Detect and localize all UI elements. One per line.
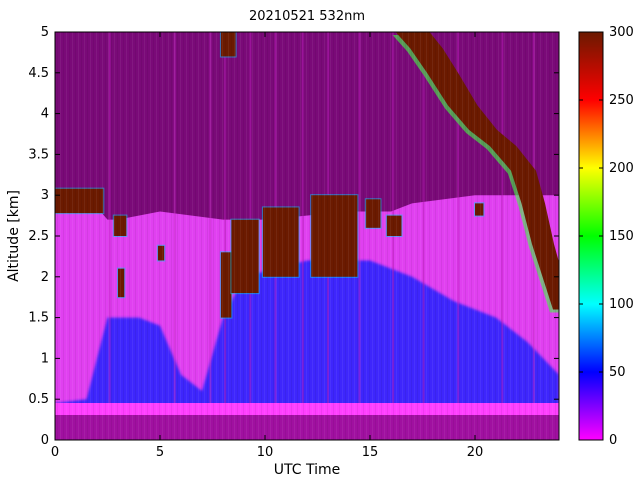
x-tick-label: 0	[51, 445, 59, 460]
colorbar-axis: 0 50 100 150 200 250 300	[579, 25, 634, 448]
y-tick-label: 2.5	[28, 229, 49, 244]
y-tick-label: 3	[41, 188, 49, 203]
colorbar-tick-label: 300	[609, 25, 634, 40]
y-axis: 0 0.5 1 1.5 2 2.5 3 3.5 4 4.5 5	[28, 25, 559, 448]
x-axis: 0 5 10 15 20	[51, 32, 483, 460]
x-tick-label: 20	[467, 445, 484, 460]
colorbar-tick-label: 150	[609, 229, 634, 244]
x-axis-label: UTC Time	[274, 462, 340, 478]
texture-overlay	[55, 32, 559, 440]
y-tick-label: 3.5	[28, 147, 49, 162]
colorbar-tick-label: 100	[609, 297, 634, 312]
y-tick-label: 0.5	[28, 392, 49, 407]
y-tick-label: 1.5	[28, 311, 49, 326]
colorbar-tick-label: 250	[609, 93, 634, 108]
y-tick-label: 0	[41, 433, 49, 448]
chart-title: 20210521 532nm	[249, 9, 365, 24]
colorbar-tick-label: 50	[609, 365, 626, 380]
colorbar-tick-label: 200	[609, 161, 634, 176]
x-tick-label: 5	[156, 445, 164, 460]
x-tick-label: 15	[362, 445, 379, 460]
y-tick-label: 5	[41, 25, 49, 40]
plot-area	[55, 32, 559, 440]
y-tick-label: 1	[41, 351, 49, 366]
colorbar-tick-label: 0	[609, 433, 617, 448]
y-tick-label: 4.5	[28, 66, 49, 81]
y-tick-label: 2	[41, 270, 49, 285]
y-tick-label: 4	[41, 107, 49, 122]
y-axis-label: Altitude [km]	[6, 190, 22, 282]
x-tick-label: 10	[257, 445, 274, 460]
